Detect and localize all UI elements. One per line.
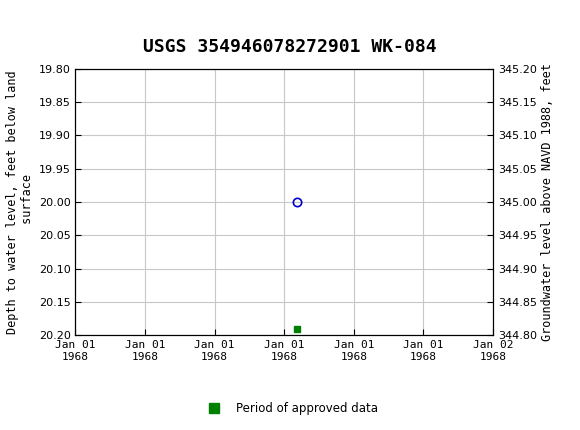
Text: ≡USGS: ≡USGS [12,16,70,35]
Text: USGS 354946078272901 WK-084: USGS 354946078272901 WK-084 [143,38,437,56]
Y-axis label: Groundwater level above NAVD 1988, feet: Groundwater level above NAVD 1988, feet [541,63,554,341]
Legend: Period of approved data: Period of approved data [198,397,382,420]
Y-axis label: Depth to water level, feet below land
 surface: Depth to water level, feet below land su… [6,70,34,334]
